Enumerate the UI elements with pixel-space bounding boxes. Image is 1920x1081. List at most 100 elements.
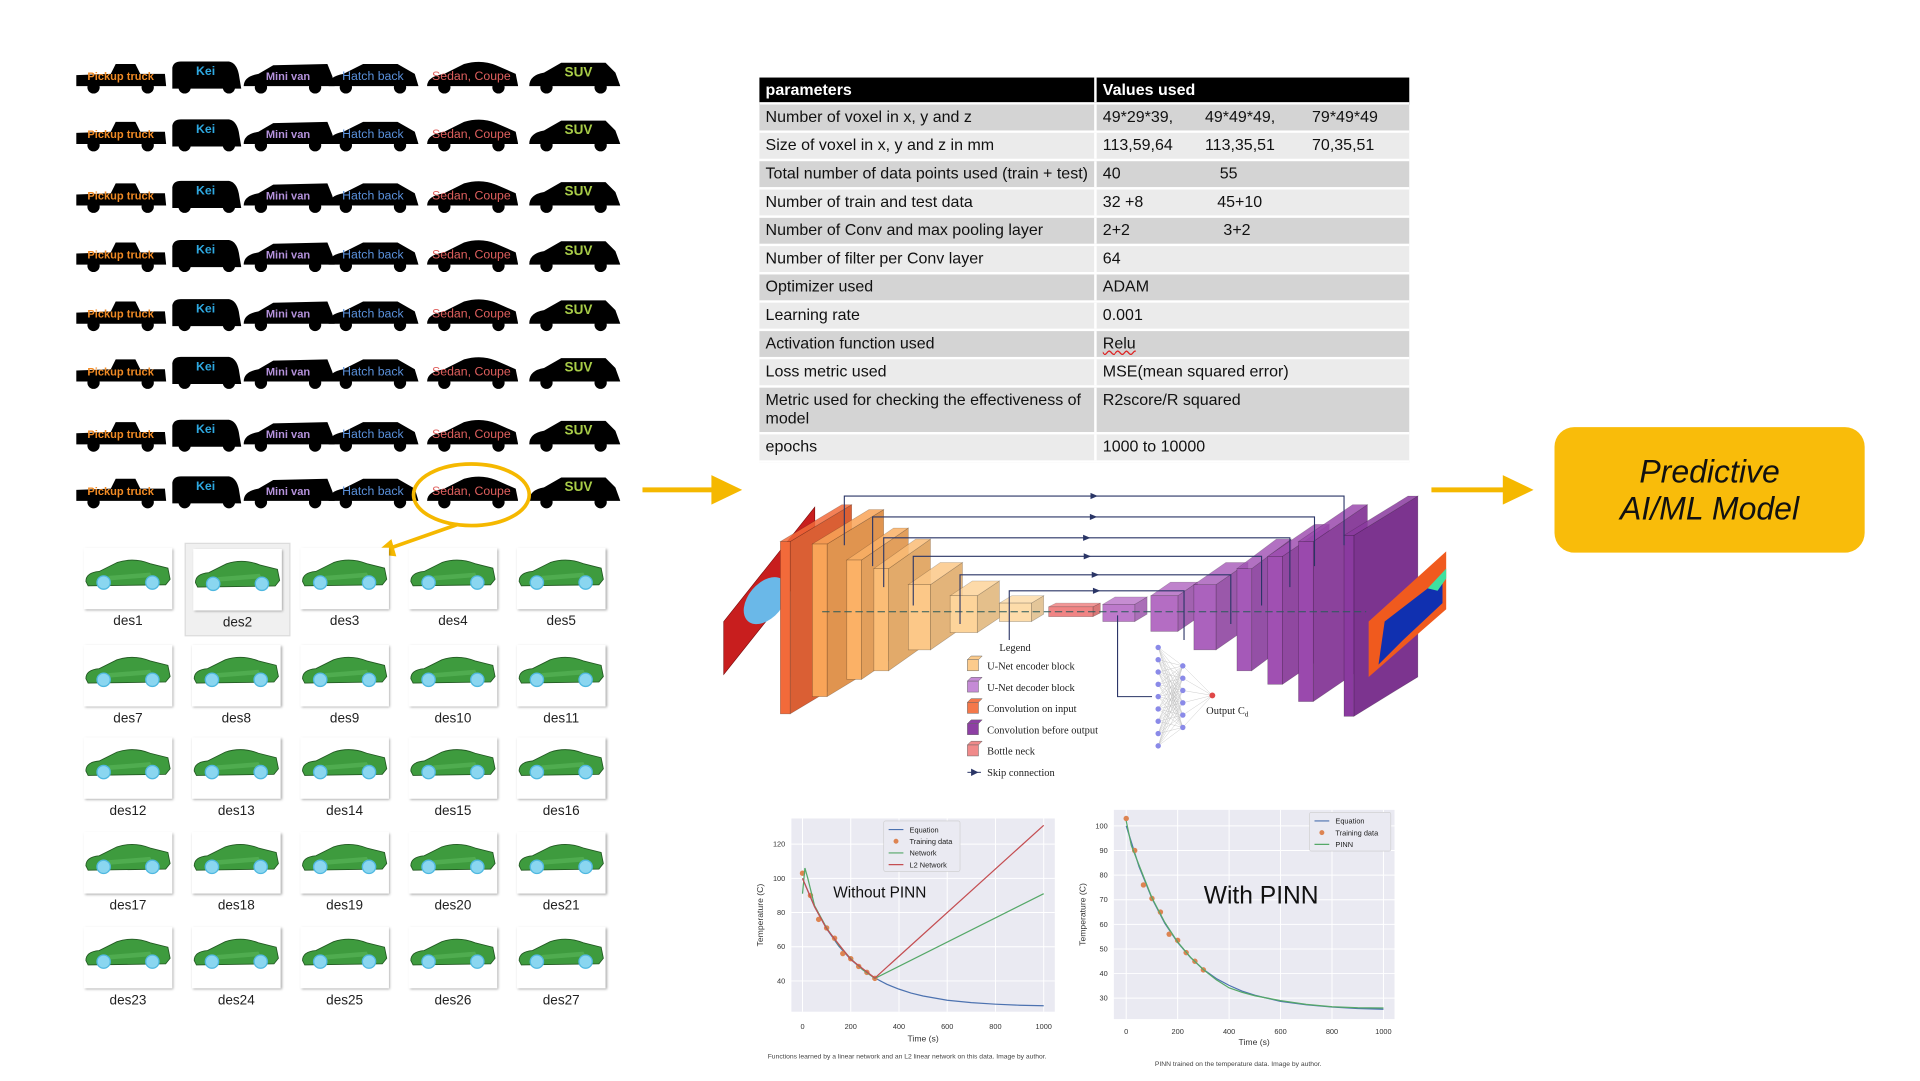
car-highlight [541,572,586,581]
green-car-icon [193,938,279,969]
design-file-item[interactable]: des21 [510,827,613,918]
car-highlight [432,572,478,581]
nn-neuron [1155,718,1161,724]
design-file-item[interactable]: des7 [76,640,179,731]
wheel [421,954,436,969]
vehicle-silhouette-2: Mini van [241,178,335,215]
design-file-name: des8 [221,711,251,727]
design-file-item[interactable]: des25 [293,922,396,1013]
design-file-item[interactable]: des1 [76,543,179,634]
nn-connection [1158,659,1183,667]
nn-neuron [1180,663,1186,669]
skip-connection-arrow [843,492,1345,546]
design-file-item[interactable]: des20 [401,827,504,918]
wheel [145,954,160,969]
design-file-item[interactable]: des4 [401,543,504,634]
y-tick-label: 70 [1100,895,1108,904]
design-file-item[interactable]: des10 [401,640,504,731]
y-tick-label: 60 [1100,920,1108,929]
design-file-name: des24 [217,993,255,1009]
design-thumbnail [300,644,389,707]
table-row: epochs 1000 to 10000 [759,434,1410,463]
design-file-item[interactable]: des18 [185,827,288,918]
car-body [427,299,519,324]
design-file-item[interactable]: des9 [293,640,396,731]
output-wake-region [1378,578,1443,665]
wheel [421,859,436,875]
training-data-point [1123,815,1129,822]
wheel [529,575,545,590]
wheel [222,439,236,452]
wheel [254,259,268,273]
vehicle-type-label: Pickup truck [87,248,154,261]
vehicle-silhouette-1: Kei [162,354,256,391]
header-values-used: Values used [1102,80,1196,99]
wheel [178,439,191,452]
car-body [172,419,242,447]
wheel [339,439,353,452]
table-row: Activation function used Relu [759,331,1410,360]
car-body [328,242,419,265]
car-silhouette-icon [427,61,519,94]
car-silhouette-icon [172,61,242,94]
wheel [222,139,236,152]
design-file-name: des23 [109,993,147,1009]
vehicle-type-label: SUV [564,243,593,259]
vehicle-silhouette-3: Hatch back [326,417,420,454]
wheel [492,318,505,332]
design-file-item[interactable]: des15 [401,732,504,823]
x-tick-label: 800 [989,1022,1001,1031]
design-file-name: des17 [109,898,147,914]
design-file-item[interactable]: des23 [76,922,179,1013]
design-file-item[interactable]: des19 [293,827,396,918]
car-silhouette-icon [172,476,242,509]
car-silhouette-icon [328,359,419,389]
design-file-item[interactable]: des2 [184,542,291,637]
design-file-item[interactable]: des17 [76,827,179,918]
block-front-face [1193,584,1217,651]
car-body [427,181,519,206]
car-silhouette-icon [76,478,167,509]
design-file-item[interactable]: des5 [510,543,613,634]
design-file-item[interactable]: des14 [293,732,396,823]
design-file-item[interactable]: des8 [185,640,288,731]
design-file-item[interactable]: des13 [185,732,288,823]
car-silhouette-icon [328,242,419,273]
parameter-value: 113,59,64 113,35,51 70,35,51 [1097,133,1410,159]
vehicle-type-label: Sedan, Coupe [432,307,511,322]
car-body [427,240,519,265]
car-silhouette-icon [172,240,242,273]
design-file-item[interactable]: des12 [76,732,179,823]
value-cell: R2score/R squared [1102,390,1241,409]
design-file-item[interactable]: des16 [510,732,613,823]
block-front-face [846,559,862,680]
design-file-item[interactable]: des24 [185,922,288,1013]
design-file-item[interactable]: des27 [510,922,613,1013]
value-cell: 3+2 [1223,220,1251,239]
car-highlight [108,762,153,770]
green-car-icon [302,559,388,590]
parameter-name: Number of filter per Conv layer [759,246,1097,273]
vehicle-type-label: Mini van [265,428,311,441]
vehicle-silhouette-0: Pickup truck [74,354,168,391]
car-silhouette-icon [172,299,242,332]
design-file-item[interactable]: des3 [293,543,396,634]
green-car-icon [193,843,279,875]
design-thumbnail [300,926,389,989]
y-tick-label: 100 [1095,821,1107,830]
wheel [308,439,322,452]
car-highlight [541,951,586,960]
design-file-item[interactable]: des11 [510,640,613,731]
wheel [312,859,328,875]
wheel [361,575,377,590]
chart-annotation: Without PINN [833,884,926,901]
design-file-item[interactable]: des26 [401,922,504,1013]
wheel [96,764,111,780]
wheel [308,318,322,332]
car-highlight [432,762,478,770]
vehicle-type-label: Hatch back [342,307,404,322]
car-highlight [108,572,153,581]
block-front-face [1236,568,1253,672]
vehicle-silhouette-4: Sedan, Coupe [425,178,519,215]
legend-cube-top [966,677,983,682]
